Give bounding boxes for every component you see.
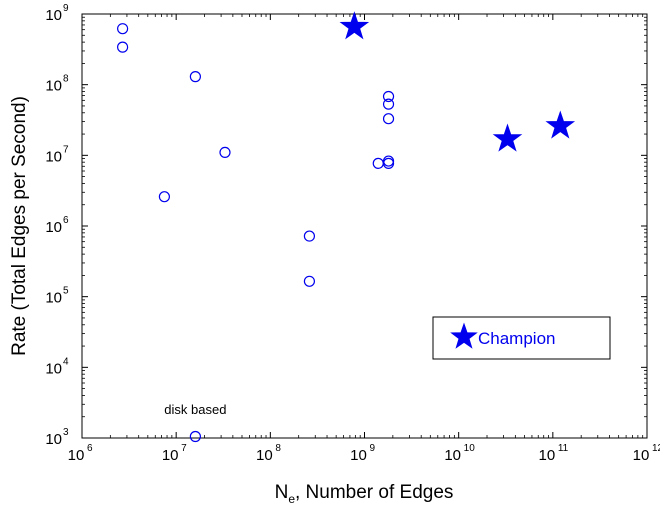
axis-ticks [81,13,648,439]
tick-labels: 1061071081091010101110121031041051061071… [45,3,660,464]
y-tick-label: 10 [45,219,62,236]
annotations: disk based [164,402,226,417]
x-tick-exponent: 12 [652,443,660,454]
y-tick-exponent: 3 [63,427,69,438]
data-point-star [492,123,523,152]
x-tick-exponent: 8 [275,443,281,454]
legend: Champion [432,316,611,360]
legend-star-icon [450,322,478,349]
data-point-circle [189,430,201,443]
x-tick-label: 10 [538,447,555,464]
y-tick-exponent: 4 [63,356,69,367]
y-tick-exponent: 6 [63,215,69,226]
x-tick-label: 10 [350,447,367,464]
data-point-circle [117,41,129,53]
data-point-circle [158,191,171,203]
y-tick-label: 10 [45,7,62,24]
data-point-circle [303,230,316,242]
y-tick-exponent: 5 [63,286,69,297]
data-point-circle [382,90,395,103]
data-point-circle [382,98,395,110]
data-point-circle [303,275,316,287]
x-tick-label: 10 [633,447,650,464]
data-point-circle [117,23,129,35]
data-points [117,11,576,443]
y-tick-label: 10 [45,360,62,377]
x-tick-exponent: 10 [464,443,476,454]
y-tick-label: 10 [45,431,62,448]
x-tick-label: 10 [256,447,273,464]
x-axis-label: Ne, Number of Edges [275,482,454,506]
data-point-circle [219,146,231,159]
x-tick-exponent: 6 [87,443,93,454]
data-point-circle [189,71,201,83]
legend-label: Champion [478,329,556,348]
plot-area [81,13,648,439]
y-tick-exponent: 8 [63,74,69,85]
x-tick-label: 10 [444,447,461,464]
data-point-star [339,11,370,40]
annotation-label: disk based [164,402,226,417]
x-tick-label: 10 [68,447,85,464]
y-tick-exponent: 9 [63,3,69,14]
x-tick-exponent: 11 [558,443,569,454]
x-tick-label: 10 [162,447,179,464]
data-point-circle [372,157,384,169]
data-point-star [545,110,576,139]
y-axis-label: Rate (Total Edges per Second) [9,96,30,356]
data-point-circle [382,113,395,125]
y-tick-label: 10 [45,290,62,307]
x-tick-exponent: 7 [181,443,187,454]
y-tick-exponent: 7 [63,144,69,155]
y-tick-label: 10 [45,78,62,95]
y-tick-label: 10 [45,148,62,165]
x-tick-exponent: 9 [370,443,376,454]
